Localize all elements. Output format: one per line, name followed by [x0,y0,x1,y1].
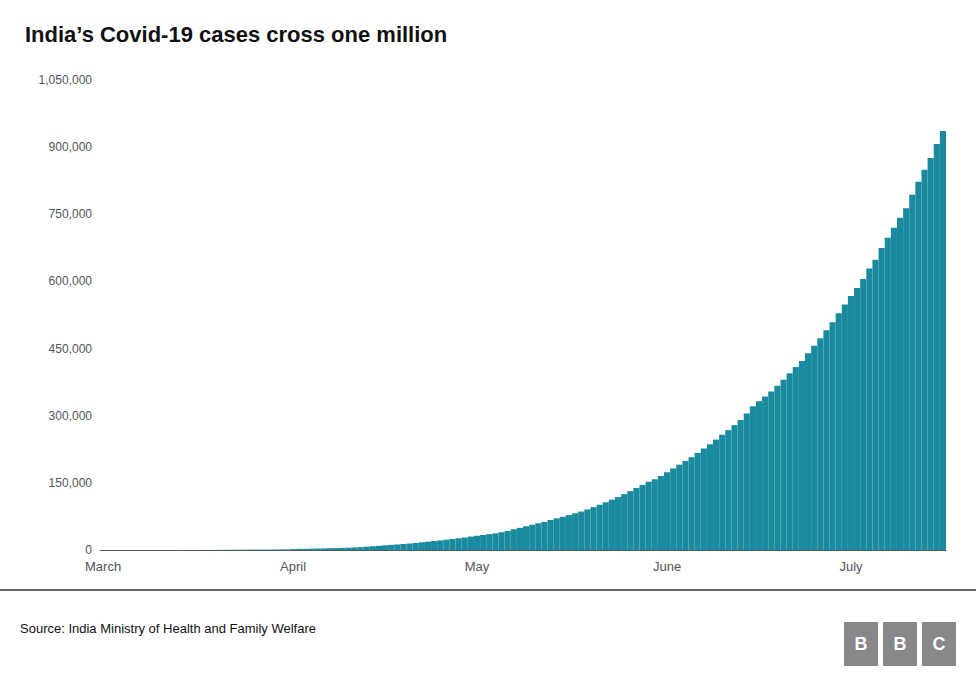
svg-text:July: July [839,559,863,574]
svg-text:1,050,000: 1,050,000 [39,73,93,87]
svg-text:750,000: 750,000 [49,207,93,221]
svg-text:450,000: 450,000 [49,342,93,356]
svg-text:B: B [855,634,868,654]
svg-text:300,000: 300,000 [49,409,93,423]
svg-text:C: C [933,634,946,654]
svg-text:June: June [653,559,681,574]
svg-text:B: B [894,634,907,654]
svg-text:900,000: 900,000 [49,140,93,154]
svg-text:0: 0 [85,543,92,557]
svg-text:600,000: 600,000 [49,274,93,288]
svg-text:April: April [280,559,306,574]
svg-text:Source: India Ministry of Heal: Source: India Ministry of Health and Fam… [20,621,316,636]
svg-text:India’s Covid-19 cases cross o: India’s Covid-19 cases cross one million [25,22,447,47]
svg-text:May: May [465,559,490,574]
svg-text:150,000: 150,000 [49,476,93,490]
svg-text:March: March [85,559,121,574]
